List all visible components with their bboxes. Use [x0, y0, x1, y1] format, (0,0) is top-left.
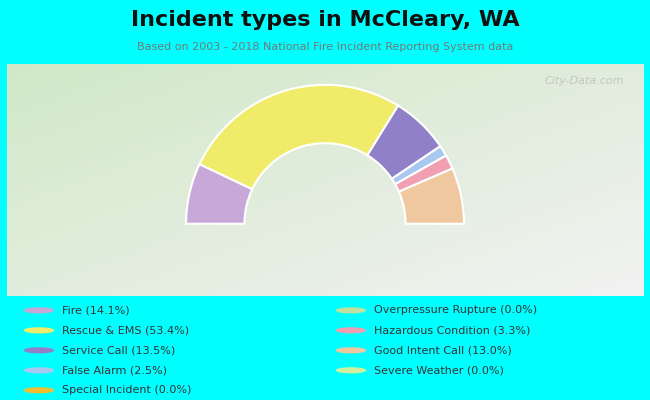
Circle shape [25, 308, 53, 313]
Wedge shape [367, 106, 440, 179]
Circle shape [337, 328, 365, 333]
Text: Special Incident (0.0%): Special Incident (0.0%) [62, 385, 191, 395]
Text: Service Call (13.5%): Service Call (13.5%) [62, 345, 175, 355]
Text: Severe Weather (0.0%): Severe Weather (0.0%) [374, 365, 504, 375]
Circle shape [25, 348, 53, 353]
Circle shape [337, 308, 365, 313]
Text: Hazardous Condition (3.3%): Hazardous Condition (3.3%) [374, 325, 530, 335]
Wedge shape [186, 164, 252, 224]
Wedge shape [399, 168, 464, 224]
Wedge shape [200, 85, 398, 189]
Text: City-Data.com: City-Data.com [545, 76, 625, 86]
Text: Based on 2003 - 2018 National Fire Incident Reporting System data: Based on 2003 - 2018 National Fire Incid… [136, 42, 514, 52]
Text: Fire (14.1%): Fire (14.1%) [62, 305, 129, 315]
Text: Good Intent Call (13.0%): Good Intent Call (13.0%) [374, 345, 512, 355]
Text: Incident types in McCleary, WA: Incident types in McCleary, WA [131, 10, 519, 30]
Circle shape [25, 328, 53, 333]
Wedge shape [395, 156, 452, 192]
Circle shape [337, 368, 365, 373]
Circle shape [25, 388, 53, 393]
Text: Rescue & EMS (53.4%): Rescue & EMS (53.4%) [62, 325, 189, 335]
Text: False Alarm (2.5%): False Alarm (2.5%) [62, 365, 167, 375]
Circle shape [25, 368, 53, 373]
Wedge shape [392, 146, 446, 184]
Text: Overpressure Rupture (0.0%): Overpressure Rupture (0.0%) [374, 305, 537, 315]
Circle shape [337, 348, 365, 353]
